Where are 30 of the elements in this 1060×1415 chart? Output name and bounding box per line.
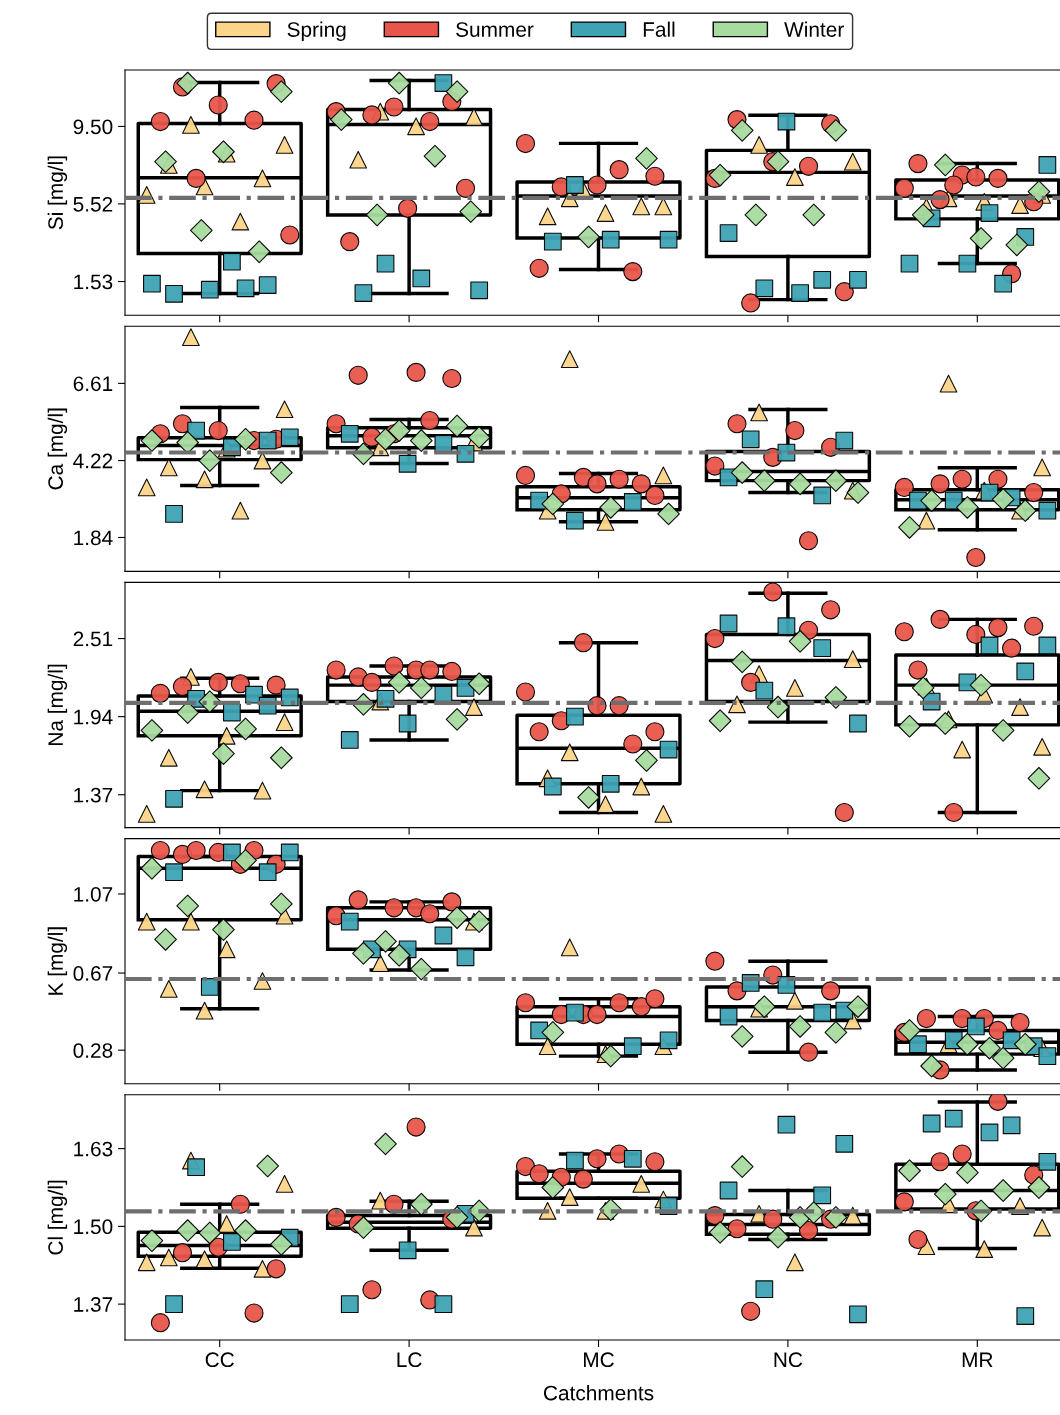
- y-tick-label: 1.37: [74, 787, 113, 803]
- x-axis-title: Catchments: [543, 1385, 654, 1401]
- legend-label: Spring: [287, 21, 346, 41]
- y-axis-title: Cl [mg/l]: [47, 1180, 68, 1255]
- y-axis-title: Ca [mg/l]: [47, 408, 68, 490]
- y-tick-label: 4.22: [73, 453, 113, 469]
- legend-label: Winter: [784, 21, 844, 37]
- x-tick-label: LC: [397, 1352, 422, 1368]
- x-tick-label: MC: [584, 1352, 614, 1368]
- legend-label: Summer: [456, 22, 534, 37]
- y-tick-label: 1.53: [74, 274, 113, 290]
- y-tick-label: 9.50: [73, 119, 113, 135]
- y-axis-title: K [mg/l]: [47, 927, 68, 995]
- y-tick-label: 1.63: [74, 1141, 113, 1157]
- y-tick-label: 1.84: [74, 530, 113, 546]
- y-tick-label: 1.50: [74, 1219, 113, 1235]
- y-tick-label: 6.61: [73, 376, 113, 392]
- y-axis-title: Si [mg/l]: [47, 156, 68, 230]
- x-tick-label: MR: [962, 1352, 993, 1367]
- x-tick-label: NC: [774, 1352, 803, 1368]
- y-tick-label: 1.37: [74, 1297, 113, 1312]
- y-axis-title: Na [mg/l]: [47, 664, 68, 745]
- y-tick-label: 0.67: [73, 966, 113, 981]
- y-tick-label: 1.07: [74, 886, 113, 902]
- legend-label: Fall: [643, 21, 675, 37]
- x-tick-label: CC: [205, 1352, 234, 1368]
- y-tick-label: 5.52: [73, 196, 113, 212]
- y-tick-label: 1.94: [74, 709, 113, 725]
- y-tick-label: 0.28: [73, 1043, 113, 1058]
- y-tick-label: 2.51: [73, 631, 113, 647]
